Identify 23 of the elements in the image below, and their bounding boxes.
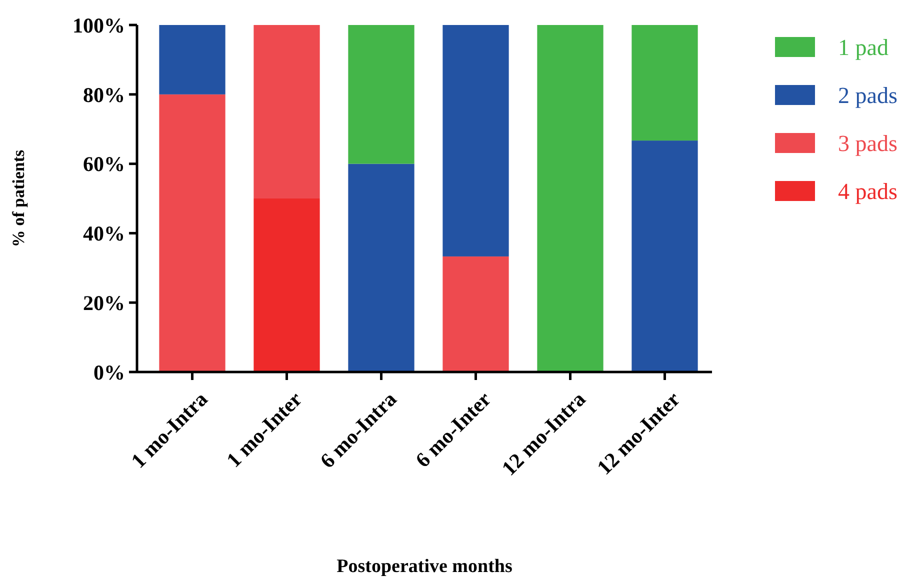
y-tick-label: 40%	[83, 222, 125, 246]
y-axis-title: % of patients	[9, 149, 28, 248]
legend-label: 4 pads	[838, 179, 898, 204]
x-axis-title: Postoperative months	[336, 556, 512, 577]
y-tick-label: 0%	[94, 360, 125, 384]
legend-label: 2 pads	[838, 83, 898, 108]
y-tick-label: 100%	[72, 13, 125, 38]
bar	[442, 256, 509, 372]
y-tick-label: 60%	[83, 152, 125, 176]
bar	[348, 164, 414, 372]
bar	[254, 25, 320, 198]
bar	[348, 25, 414, 164]
y-tick-label: 80%	[83, 82, 125, 107]
bar	[159, 25, 226, 94]
legend-label: 3 pads	[838, 131, 898, 156]
bar	[159, 94, 226, 372]
bar	[442, 25, 509, 256]
bar	[537, 25, 604, 372]
bar	[254, 198, 320, 372]
y-tick-label: 20%	[83, 290, 125, 315]
legend-label: 1 pad	[838, 35, 889, 60]
bar	[632, 25, 698, 141]
bar	[632, 140, 698, 372]
